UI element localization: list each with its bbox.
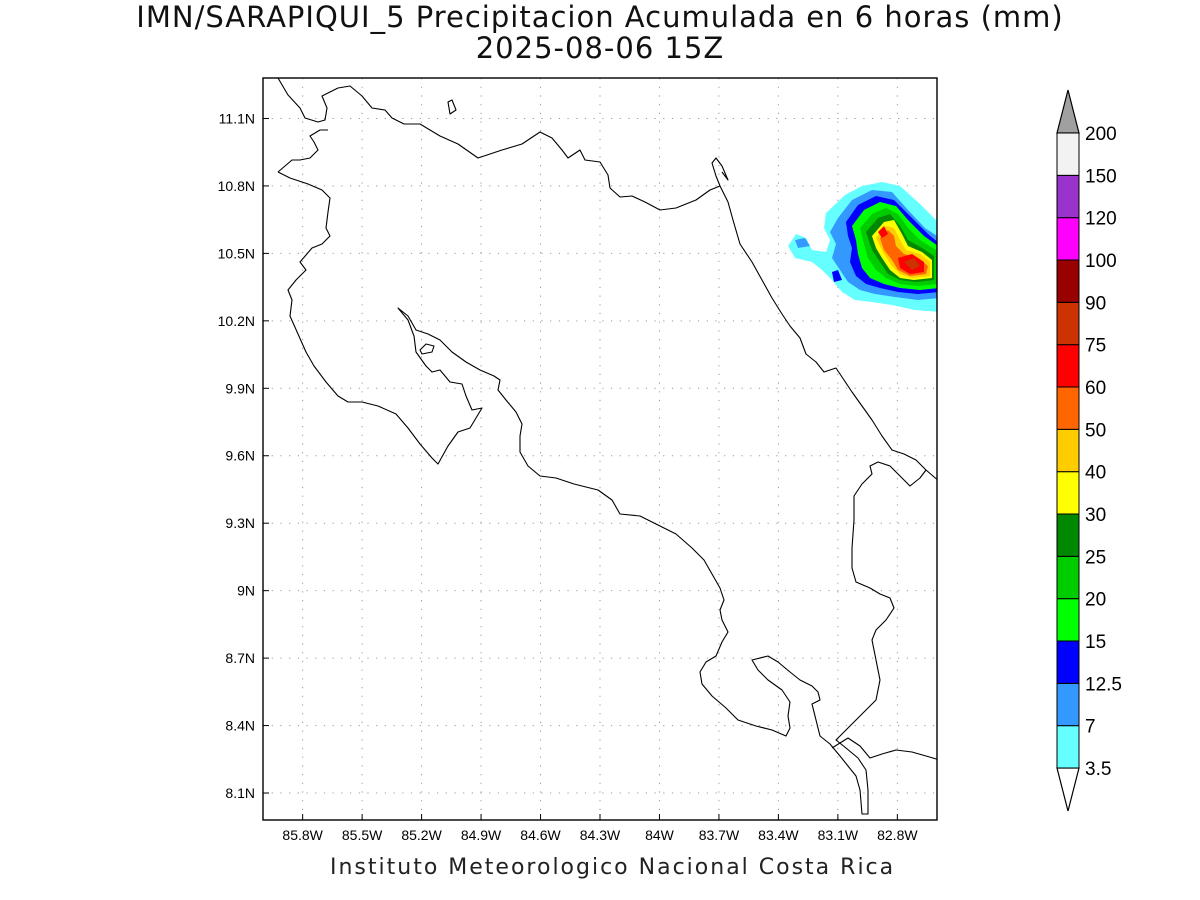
lon-tick-label: 84W — [645, 827, 675, 843]
map-title: IMN/SARAPIQUI_5 Precipitacion Acumulada … — [0, 2, 1200, 64]
lon-tick-label: 83.7W — [699, 827, 740, 843]
lake-outline — [419, 343, 435, 355]
lat-tick-label: 9.6N — [225, 448, 255, 464]
colorbar-bin — [1056, 513, 1080, 557]
lat-tick-label: 10.8N — [218, 178, 255, 194]
colorbar-label: 25 — [1085, 547, 1106, 568]
lat-tick-label: 9.9N — [225, 380, 255, 396]
lon-tick-label: 85.8W — [282, 827, 323, 843]
lon-tick-label: 85.2W — [401, 827, 442, 843]
colorbar-label: 75 — [1085, 336, 1106, 357]
colorbar-label: 100 — [1085, 251, 1117, 272]
latitude-labels: 11.1N 10.8N 10.5N 10.2N 9.9N 9.6N 9.3N 9N 8.7N 8.… — [218, 110, 269, 801]
colorbar-bin — [1056, 301, 1080, 346]
longitude-labels: 85.8W 85.5W 85.2W 84.9W 84.6W 84.3W 84W 83.7W 83… — [282, 814, 918, 843]
lat-tick-label: 9N — [237, 583, 255, 599]
lon-tick-label: 83.1W — [818, 827, 859, 843]
colorbar-bin — [1056, 640, 1080, 684]
lon-tick-label: 84.9W — [461, 827, 502, 843]
colorbar-bin — [1056, 428, 1080, 473]
colorbar-bin — [1056, 725, 1080, 769]
lon-tick-label: 84.6W — [520, 827, 561, 843]
colorbar-label: 60 — [1085, 378, 1106, 399]
title-line-1: IMN/SARAPIQUI_5 Precipitacion Acumulada … — [136, 0, 1064, 34]
colorbar-under-arrow — [1056, 767, 1080, 812]
lat-lon-grid — [263, 78, 937, 820]
pacific-peninsula — [711, 157, 729, 187]
colorbar-bin — [1056, 259, 1080, 303]
lon-tick-label: 83.4W — [758, 827, 799, 843]
colorbar-bin — [1056, 386, 1080, 430]
lon-tick-label: 84.3W — [580, 827, 621, 843]
colorbar-label: 20 — [1085, 590, 1106, 611]
colorbar-label: 90 — [1085, 293, 1106, 314]
colorbar-label: 150 — [1085, 166, 1117, 187]
colorbar: 3.5 7 12.5 15 20 25 30 40 50 60 75 90 100 120 150 200 — [1056, 89, 1122, 812]
colorbar-bin — [1056, 132, 1080, 176]
precipitation-shading — [788, 182, 937, 312]
colorbar-bin — [1056, 555, 1080, 600]
colorbar-bin — [1056, 598, 1080, 642]
coastline — [277, 78, 937, 815]
colorbar-label: 50 — [1085, 420, 1106, 441]
colorbar-label: 15 — [1085, 632, 1106, 653]
caribbean-coast-south — [831, 737, 937, 760]
map-frame — [262, 77, 938, 821]
nicoya-coast — [277, 129, 927, 815]
lat-tick-label: 9.3N — [225, 515, 255, 531]
colorbar-bin — [1056, 217, 1080, 261]
colorbar-label: 120 — [1085, 209, 1117, 230]
colorbar-bin — [1056, 471, 1080, 515]
lat-tick-label: 8.1N — [225, 785, 255, 801]
title-line-2: 2025-08-06 15Z — [475, 31, 725, 65]
credit-text: Instituto Meteorologico Nacional Costa R… — [330, 855, 896, 880]
colorbar-label: 12.5 — [1085, 674, 1122, 695]
colorbar-bin — [1056, 682, 1080, 727]
lon-tick-label: 85.5W — [342, 827, 383, 843]
colorbar-label: 30 — [1085, 505, 1106, 526]
colorbar-label: 7 — [1085, 717, 1096, 738]
precip-band-75 — [904, 258, 920, 270]
colorbar-over-arrow — [1056, 89, 1080, 134]
lat-tick-label: 11.1N — [219, 110, 255, 126]
colorbar-label: 40 — [1085, 463, 1106, 484]
lat-tick-label: 10.5N — [218, 245, 255, 261]
lat-tick-label: 8.4N — [225, 718, 255, 734]
colorbar-bin — [1056, 174, 1080, 219]
colorbar-label: 200 — [1085, 124, 1117, 145]
lat-tick-label: 10.2N — [218, 313, 255, 329]
pacific-coastline — [277, 78, 937, 481]
lat-tick-label: 8.7N — [225, 650, 255, 666]
colorbar-label: 3.5 — [1085, 759, 1111, 780]
lon-tick-label: 82.8W — [877, 827, 918, 843]
colorbar-bin — [1056, 344, 1080, 388]
small-island — [447, 99, 457, 115]
